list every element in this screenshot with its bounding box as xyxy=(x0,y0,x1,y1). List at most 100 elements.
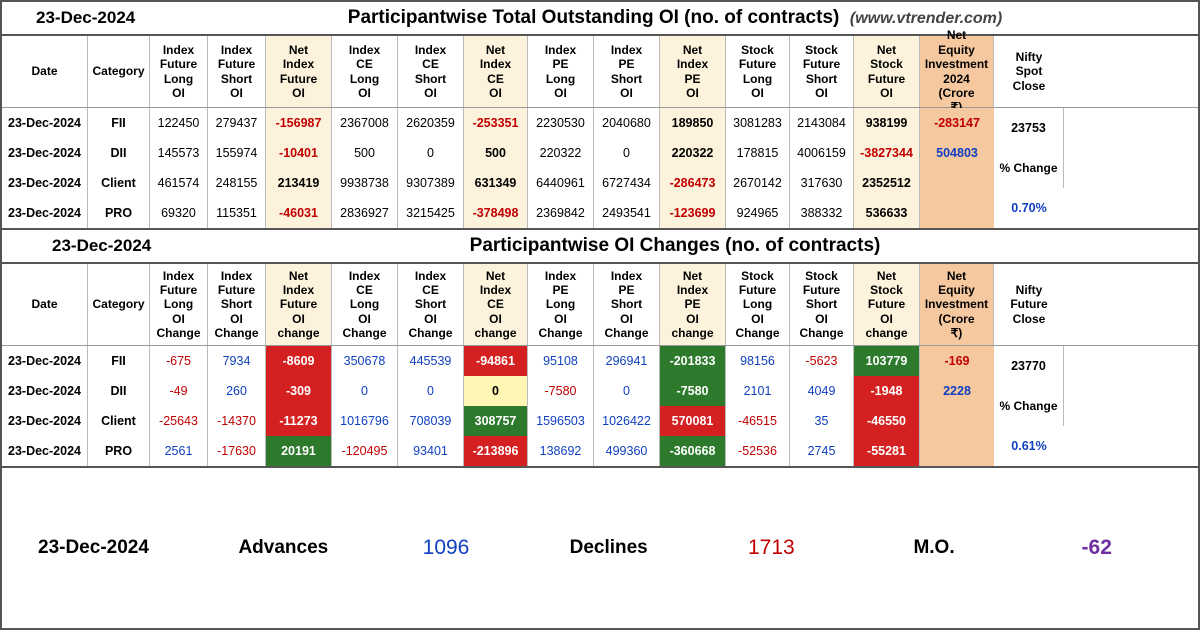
value-cell: 461574 xyxy=(150,168,208,198)
mo-value: -62 xyxy=(1015,536,1178,560)
table-row: 23-Dec-2024FII-6757934-8609350678445539-… xyxy=(2,346,994,376)
value-cell: 2230530 xyxy=(528,108,594,138)
net-equity-cell: -169 xyxy=(920,346,994,376)
category-cell: Client xyxy=(88,406,150,436)
col-header: NetIndexPEOIchange xyxy=(660,264,726,345)
col-header: Category xyxy=(88,264,150,345)
side-cell: 0.61% xyxy=(994,426,1064,466)
value-cell: 2493541 xyxy=(594,198,660,228)
footer-date: 23-Dec-2024 xyxy=(22,537,202,559)
date-cell: 23-Dec-2024 xyxy=(2,346,88,376)
col-header: IndexFutureShortOIChange xyxy=(208,264,266,345)
value-cell: -55281 xyxy=(854,436,920,466)
value-cell: -52536 xyxy=(726,436,790,466)
value-cell: 2836927 xyxy=(332,198,398,228)
category-cell: FII xyxy=(88,108,150,138)
value-cell: 122450 xyxy=(150,108,208,138)
value-cell: 296941 xyxy=(594,346,660,376)
table-row: 23-Dec-2024PRO2561-1763020191-1204959340… xyxy=(2,436,994,466)
col-header: IndexPEShortOIChange xyxy=(594,264,660,345)
value-cell: 20191 xyxy=(266,436,332,466)
value-cell: 1596503 xyxy=(528,406,594,436)
side-cell: 23770 xyxy=(994,346,1064,386)
col-header: IndexCEShortOI xyxy=(398,36,464,107)
title-row-2: 23-Dec-2024 Participantwise OI Changes (… xyxy=(2,230,1198,264)
value-cell: 4006159 xyxy=(790,138,854,168)
value-cell: -1948 xyxy=(854,376,920,406)
value-cell: -253351 xyxy=(464,108,528,138)
value-cell: 708039 xyxy=(398,406,464,436)
value-cell: 500 xyxy=(332,138,398,168)
value-cell: 308757 xyxy=(464,406,528,436)
value-cell: 570081 xyxy=(660,406,726,436)
value-cell: -5623 xyxy=(790,346,854,376)
col-header: Category xyxy=(88,36,150,107)
col-header: IndexCELongOIChange xyxy=(332,264,398,345)
value-cell: -286473 xyxy=(660,168,726,198)
side-cell: 23753 xyxy=(994,108,1064,148)
table-row: 23-Dec-2024DII145573155974-1040150005002… xyxy=(2,138,994,168)
value-cell: -213896 xyxy=(464,436,528,466)
value-cell: -156987 xyxy=(266,108,332,138)
declines-value: 1713 xyxy=(690,536,853,560)
value-cell: -14370 xyxy=(208,406,266,436)
table1-body: 23-Dec-2024FII122450279437-1569872367008… xyxy=(2,108,1198,228)
value-cell: -8609 xyxy=(266,346,332,376)
category-cell: DII xyxy=(88,138,150,168)
col-header: NetIndexCEOIchange xyxy=(464,264,528,345)
col-header: NetIndexPEOI xyxy=(660,36,726,107)
col-header: Date xyxy=(2,264,88,345)
value-cell: 445539 xyxy=(398,346,464,376)
value-cell: 350678 xyxy=(332,346,398,376)
value-cell: 317630 xyxy=(790,168,854,198)
value-cell: 95108 xyxy=(528,346,594,376)
value-cell: 9307389 xyxy=(398,168,464,198)
value-cell: 2143084 xyxy=(790,108,854,138)
value-cell: -17630 xyxy=(208,436,266,466)
declines-label: Declines xyxy=(527,537,690,559)
col-header: IndexFutureLongOIChange xyxy=(150,264,208,345)
value-cell: 388332 xyxy=(790,198,854,228)
value-cell: -675 xyxy=(150,346,208,376)
value-cell: 3215425 xyxy=(398,198,464,228)
value-cell: 220322 xyxy=(660,138,726,168)
value-cell: -10401 xyxy=(266,138,332,168)
value-cell: 98156 xyxy=(726,346,790,376)
value-cell: 2670142 xyxy=(726,168,790,198)
value-cell: -309 xyxy=(266,376,332,406)
date-cell: 23-Dec-2024 xyxy=(2,406,88,436)
value-cell: 115351 xyxy=(208,198,266,228)
col-header: NetEquityInvestment2024(Crore₹) xyxy=(920,36,994,107)
value-cell: -3827344 xyxy=(854,138,920,168)
table-row: 23-Dec-2024Client-25643-14370-1127310167… xyxy=(2,406,994,436)
col-header: NetIndexFutureOIchange xyxy=(266,264,332,345)
value-cell: 499360 xyxy=(594,436,660,466)
date-cell: 23-Dec-2024 xyxy=(2,376,88,406)
col-header: IndexPELongOI xyxy=(528,36,594,107)
category-cell: DII xyxy=(88,376,150,406)
col-header: StockFutureLongOIChange xyxy=(726,264,790,345)
col-header: IndexFutureShortOI xyxy=(208,36,266,107)
category-cell: PRO xyxy=(88,436,150,466)
value-cell: 0 xyxy=(398,138,464,168)
table2-body: 23-Dec-2024FII-6757934-8609350678445539-… xyxy=(2,346,1198,466)
value-cell: 1016796 xyxy=(332,406,398,436)
value-cell: 2367008 xyxy=(332,108,398,138)
net-equity-cell: -283147 xyxy=(920,108,994,138)
net-equity-cell xyxy=(920,436,994,466)
value-cell: -49 xyxy=(150,376,208,406)
net-equity-cell: 2228 xyxy=(920,376,994,406)
value-cell: 9938738 xyxy=(332,168,398,198)
col-header: IndexCELongOI xyxy=(332,36,398,107)
net-equity-cell xyxy=(920,406,994,436)
value-cell: 248155 xyxy=(208,168,266,198)
col-header: StockFutureShortOI xyxy=(790,36,854,107)
table-row: 23-Dec-2024FII122450279437-1569872367008… xyxy=(2,108,994,138)
value-cell: 2561 xyxy=(150,436,208,466)
value-cell: -120495 xyxy=(332,436,398,466)
table-row: 23-Dec-2024PRO69320115351-46031283692732… xyxy=(2,198,994,228)
value-cell: -378498 xyxy=(464,198,528,228)
value-cell: 189850 xyxy=(660,108,726,138)
category-cell: Client xyxy=(88,168,150,198)
value-cell: 69320 xyxy=(150,198,208,228)
